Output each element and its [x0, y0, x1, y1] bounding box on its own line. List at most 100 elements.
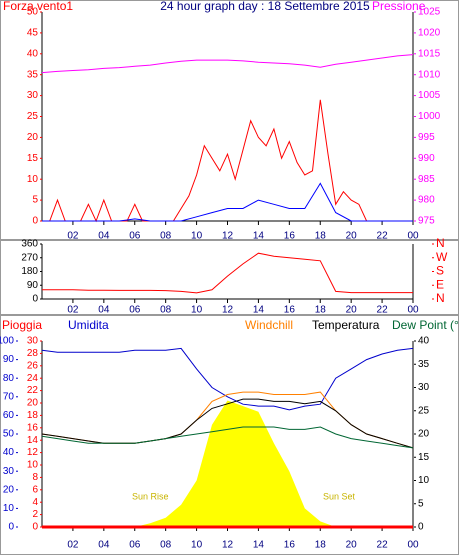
y-tick-label: 995: [418, 132, 435, 143]
x-tick-label: 12: [222, 305, 234, 316]
x-tick-label: 20: [346, 305, 358, 316]
x-tick-label: 00: [407, 305, 419, 316]
y-tick-label: 12: [27, 447, 39, 458]
x-tick-label: 22: [377, 540, 389, 551]
y-tick-label: 0: [8, 522, 14, 533]
line: [42, 252, 413, 294]
panel-frame: [0, 240, 459, 315]
x-tick-label: 12: [222, 231, 234, 242]
legend-label: Dew Point (°C: [392, 318, 459, 332]
line: [41, 426, 414, 449]
y-tick-label: 20: [27, 398, 39, 409]
y-tick-label: 270: [21, 252, 38, 263]
x-tick-label: 22: [377, 305, 389, 316]
legend-label: Windchill: [245, 318, 293, 332]
y-tick-label: 15: [418, 452, 430, 463]
y-tick-label: 1020: [418, 28, 441, 39]
x-tick-label: 02: [67, 540, 79, 551]
y-tick-label: 5: [418, 498, 424, 509]
y-tick-label: 35: [418, 359, 430, 370]
y-tick-label: 980: [418, 195, 435, 206]
y-tick-label: 1005: [418, 90, 441, 101]
x-tick-label: 02: [67, 305, 79, 316]
y-tick-label: 35: [27, 69, 39, 80]
y-tick-label: 15: [27, 153, 39, 164]
x-tick-label: 08: [160, 305, 172, 316]
y-tick-label: 24: [27, 373, 39, 384]
x-tick-label: 20: [346, 540, 358, 551]
y-tick-label: 0: [418, 522, 424, 533]
x-tick-label: 14: [253, 305, 265, 316]
x-tick-label: 02: [67, 231, 79, 242]
y-tick-label: 1000: [418, 111, 441, 122]
area: [42, 400, 413, 527]
y-tick-label: 28: [27, 348, 39, 359]
x-tick-label: 16: [284, 305, 296, 316]
y-tick-label: 5: [32, 195, 38, 206]
y-tick-label: 45: [27, 28, 39, 39]
y-tick-label: 0: [32, 216, 38, 227]
x-tick-label: 14: [253, 540, 265, 551]
line: [42, 182, 413, 222]
x-tick-label: 04: [98, 231, 110, 242]
x-tick-label: 04: [98, 540, 110, 551]
x-tick-label: 04: [98, 305, 110, 316]
x-tick-label: 16: [284, 540, 296, 551]
annotation: Sun Set: [323, 491, 356, 501]
y-tick-label: 60: [3, 410, 15, 421]
x-tick-label: 18: [315, 305, 327, 316]
y-tick-label: 90: [3, 354, 15, 365]
y-tick-label: 360: [21, 239, 38, 250]
y-tick-label: E: [436, 277, 444, 291]
x-tick-label: 00: [407, 540, 419, 551]
x-tick-label: 08: [160, 540, 172, 551]
y-tick-label: 1025: [418, 7, 441, 18]
y-tick-label: 0: [32, 522, 38, 533]
y-tick-label: 30: [27, 336, 39, 347]
y-tick-label: 180: [21, 266, 38, 277]
x-tick-label: 10: [191, 540, 203, 551]
y-tick-label: 0: [32, 294, 38, 305]
y-tick-label: 40: [3, 447, 15, 458]
x-tick-label: 06: [129, 231, 141, 242]
y-tick-label: W: [436, 250, 448, 264]
y-tick-label: 990: [418, 153, 435, 164]
x-tick-label: 06: [129, 305, 141, 316]
legend-label: Pioggia: [2, 318, 42, 332]
legend-label: Temperatura: [312, 318, 380, 332]
y-tick-label: 40: [27, 48, 39, 59]
x-tick-label: 08: [160, 231, 172, 242]
line: [42, 99, 413, 223]
y-tick-label: 26: [27, 360, 39, 371]
x-tick-label: 20: [346, 231, 358, 242]
x-tick-label: 10: [191, 231, 203, 242]
y-tick-label: 70: [3, 391, 15, 402]
x-tick-label: 10: [191, 305, 203, 316]
y-tick-label: 10: [27, 460, 39, 471]
y-tick-label: N: [436, 236, 445, 250]
y-tick-label: 30: [418, 382, 430, 393]
y-tick-label: 25: [418, 405, 430, 416]
y-tick-label: 1015: [418, 48, 441, 59]
y-tick-label: 6: [32, 484, 38, 495]
y-tick-label: 40: [418, 336, 430, 347]
y-tick-label: 80: [3, 373, 15, 384]
y-tick-label: 100: [0, 336, 14, 347]
y-tick-label: 25: [27, 111, 39, 122]
y-tick-label: 50: [3, 429, 15, 440]
y-tick-label: N: [436, 291, 445, 305]
y-tick-label: 2: [32, 509, 38, 520]
chart-title: 24 hour graph day : 18 Settembre 2015: [160, 0, 370, 13]
annotation: Sun Rise: [132, 491, 169, 501]
x-tick-label: 18: [315, 231, 327, 242]
y-tick-label: 1010: [418, 69, 441, 80]
y-tick-label: 16: [27, 422, 39, 433]
x-tick-label: 18: [315, 540, 327, 551]
y-tick-label: 22: [27, 385, 39, 396]
y-tick-label: 4: [32, 497, 38, 508]
x-tick-label: 16: [284, 231, 296, 242]
y-tick-label: 8: [32, 472, 38, 483]
legend-label: Pressione: [372, 0, 426, 13]
legend-label: Forza vento1: [3, 0, 73, 13]
